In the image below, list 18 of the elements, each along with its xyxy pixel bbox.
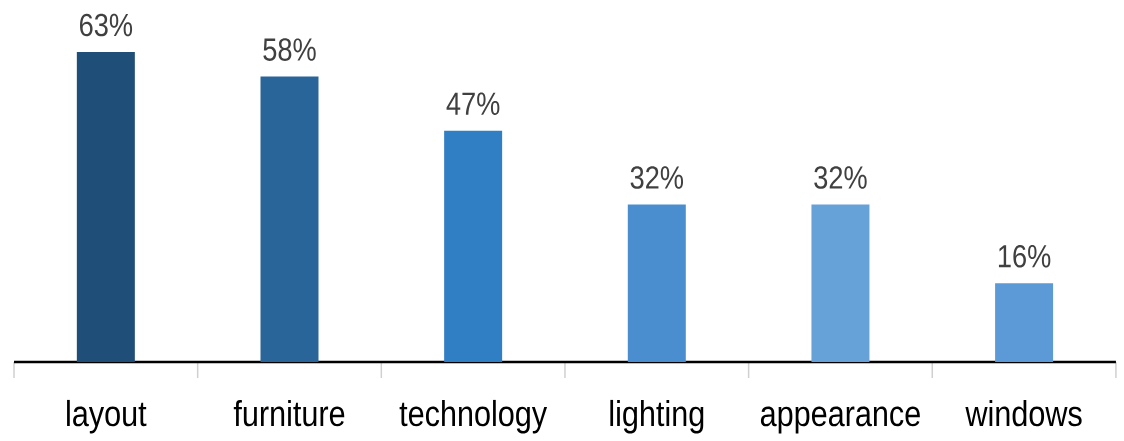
x-tick-label: appearance	[760, 406, 920, 434]
data-label: 58%	[263, 38, 316, 61]
data-label: 16%	[998, 244, 1051, 268]
bar	[627, 204, 686, 362]
x-tick-label: furniture	[233, 399, 345, 427]
x-tick-label: technology	[399, 399, 548, 434]
x-tick-label: lighting	[610, 399, 704, 434]
data-label: 32%	[630, 166, 684, 189]
bar	[995, 283, 1054, 362]
bar	[76, 51, 135, 362]
x-tick-label: windows	[965, 399, 1082, 427]
data-label: 32%	[814, 166, 867, 189]
bar	[260, 76, 319, 362]
bar	[444, 130, 503, 362]
data-label: 63%	[80, 13, 133, 37]
data-label: 47%	[446, 92, 500, 115]
bar	[811, 204, 870, 362]
x-tick-label: layout	[67, 399, 147, 434]
